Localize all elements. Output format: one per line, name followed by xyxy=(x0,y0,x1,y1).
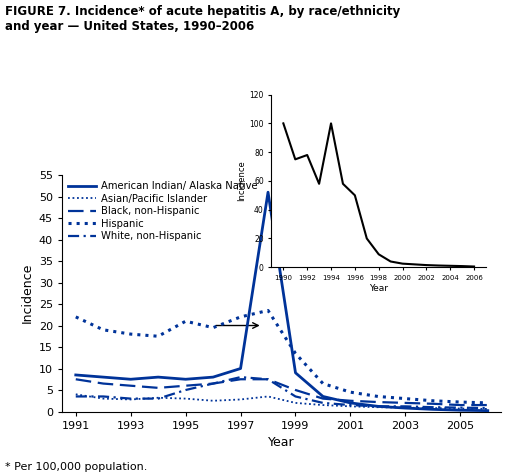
X-axis label: Year: Year xyxy=(268,436,295,449)
Legend: American Indian/ Alaska Native, Asian/Pacific Islander, Black, non-Hispanic, His: American Indian/ Alaska Native, Asian/Pa… xyxy=(64,177,262,245)
Y-axis label: Incidence: Incidence xyxy=(20,263,33,324)
Text: * Per 100,000 population.: * Per 100,000 population. xyxy=(5,462,147,472)
X-axis label: Year: Year xyxy=(369,284,388,293)
Text: FIGURE 7. Incidence* of acute hepatitis A, by race/ethnicity
and year — United S: FIGURE 7. Incidence* of acute hepatitis … xyxy=(5,5,401,33)
Y-axis label: Incidence: Incidence xyxy=(237,160,247,201)
